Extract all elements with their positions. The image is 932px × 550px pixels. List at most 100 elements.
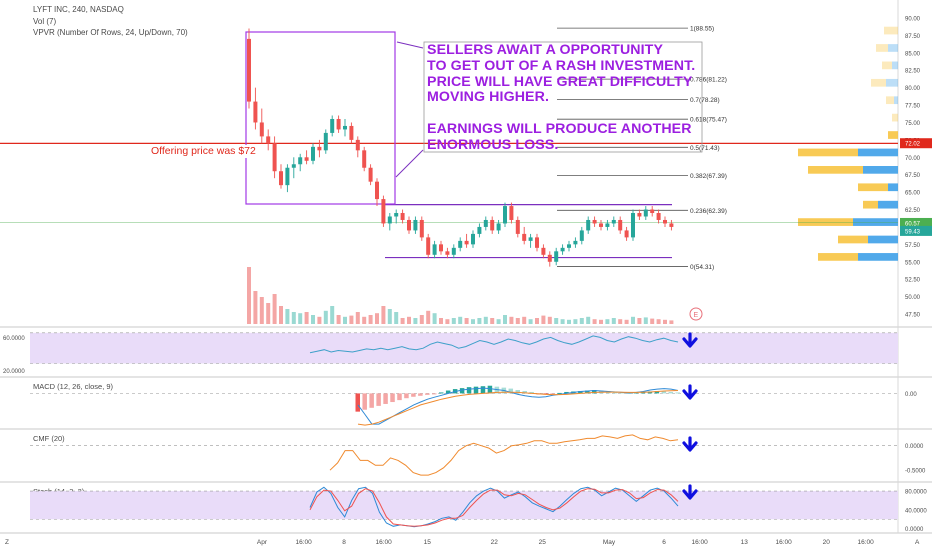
candle-body: [599, 223, 603, 227]
volume-profile-bar: [863, 166, 898, 174]
volume-bar: [253, 291, 258, 324]
volume-bar: [330, 306, 335, 324]
price-axis-label: 77.50: [905, 104, 921, 110]
volume-bar: [471, 319, 475, 324]
volume-bar: [387, 309, 392, 324]
volume-bar: [317, 316, 322, 324]
candle-body: [560, 247, 565, 252]
volume-profile-bar: [886, 96, 894, 105]
volume-bar: [355, 312, 360, 324]
candle-body: [407, 219, 411, 231]
candle-body: [291, 164, 296, 168]
candle-body: [669, 223, 674, 227]
price-badge-label: 59.43: [905, 229, 921, 235]
volume-bar: [413, 318, 418, 324]
auto-scale-icon: A: [915, 539, 920, 546]
candle-body: [266, 136, 271, 144]
annotation-arrow: [395, 149, 424, 178]
volume-bar: [599, 319, 603, 324]
time-axis-label: 25: [539, 539, 547, 546]
volume-bar: [407, 316, 411, 324]
candle-body: [413, 219, 418, 231]
candle-body: [432, 244, 437, 255]
candle-body: [368, 167, 373, 182]
volume-bar: [541, 315, 546, 324]
volume-bar: [650, 318, 655, 324]
price-badge: [900, 138, 932, 149]
volume-bar: [669, 320, 674, 324]
price-axis-label: 57.50: [905, 243, 921, 249]
fib-level-label: 0.236(62.39): [690, 208, 727, 215]
candle-body: [439, 244, 443, 252]
macd-histogram-bar: [557, 392, 562, 394]
candle-body: [259, 122, 264, 137]
price-axis-label: 55.00: [905, 260, 921, 266]
volume-bar: [579, 318, 584, 324]
volume-bar: [586, 316, 591, 324]
volume-bar: [432, 313, 437, 324]
volume-bar: [266, 303, 271, 324]
volume-profile-bar: [838, 235, 868, 244]
price-axis-label: 90.00: [905, 17, 921, 23]
macd-histogram-bar: [355, 393, 360, 412]
volume-profile-bar: [884, 26, 898, 35]
volume-bar: [247, 267, 251, 324]
annotation-arrow: [396, 41, 424, 49]
volume-bar: [573, 319, 578, 324]
macd-histogram-bar: [369, 393, 374, 408]
volume-bar: [503, 315, 507, 324]
macd-signal-line: [357, 390, 679, 426]
volume-bar: [528, 319, 533, 324]
volume-profile-bar: [863, 200, 878, 209]
candle-body: [631, 213, 635, 238]
macd-histogram-bar: [438, 392, 444, 394]
volume-bar: [298, 313, 303, 324]
indicator-axis-label: 0.00: [905, 392, 917, 398]
volume-bar: [458, 316, 463, 324]
candle-body: [592, 219, 597, 224]
macd-histogram-bar: [522, 391, 527, 394]
volume-bar: [445, 319, 450, 324]
macd-histogram-bar: [411, 393, 416, 397]
candle-body: [355, 139, 360, 151]
candle-body: [247, 38, 251, 102]
stoch-band: [30, 491, 898, 520]
candle-body: [400, 213, 405, 220]
candle-body: [317, 146, 322, 151]
volume-profile-bar: [888, 44, 898, 52]
time-axis-label: 16:00: [376, 539, 393, 546]
volume-bar: [547, 316, 552, 324]
candle-body: [522, 233, 527, 241]
volume-bar: [554, 318, 559, 324]
candle-body: [483, 219, 488, 227]
volume-profile-bar: [886, 78, 898, 87]
indicator-axis-label: 60.0000: [3, 336, 25, 342]
candle-body: [349, 125, 354, 140]
volume-bar: [643, 317, 648, 324]
volume-bar: [496, 319, 501, 324]
price-axis-label: 50.00: [905, 295, 921, 301]
candle-body: [567, 244, 571, 248]
volume-bar: [477, 318, 482, 324]
volume-bar: [279, 306, 283, 324]
candle-body: [464, 240, 469, 245]
fib-level-label: 0.786(81.22): [690, 77, 727, 84]
annotation-box: [423, 41, 703, 153]
candle-body: [528, 237, 533, 241]
macd-histogram-bar: [668, 391, 674, 394]
time-axis-label: Apr: [257, 539, 268, 546]
volume-bar: [637, 318, 642, 324]
candle-body: [515, 219, 520, 234]
time-axis-label: 15: [424, 539, 432, 546]
candle-body: [304, 157, 309, 161]
price-axis-label: 65.00: [905, 191, 921, 197]
macd-histogram-bar: [675, 392, 680, 394]
volume-bar: [624, 319, 629, 324]
candle-body: [605, 223, 610, 227]
macd-histogram-bar: [592, 390, 597, 394]
macd-histogram-bar: [473, 386, 479, 394]
candle-body: [381, 199, 386, 224]
price-axis-label: 87.50: [905, 34, 921, 40]
macd-histogram-bar: [390, 393, 395, 403]
